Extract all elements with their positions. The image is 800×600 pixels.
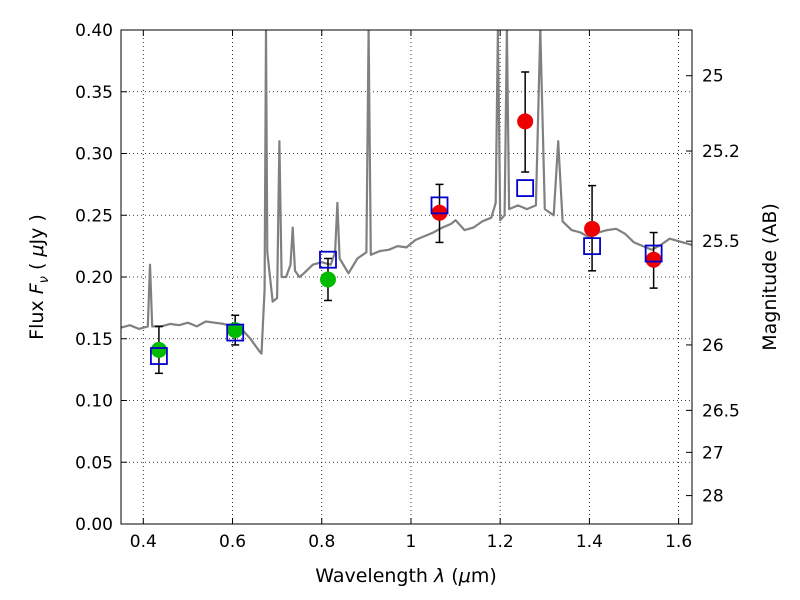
red-data-point [646,252,662,268]
y2-tick-label: 28 [702,487,724,507]
y-tick-label: 0.20 [75,268,113,288]
y2-tick-label: 25.5 [702,232,740,252]
y2-tick-label: 25 [702,67,724,87]
y-tick-label: 0.00 [75,515,113,535]
axis-ticks: 0.4 0.6 0.8 1 1.2 1.4 1.6 0.00 0.05 0.10 0.15 0.20 0… [75,21,740,552]
y-tick-label: 0.05 [75,453,113,473]
x-tick-label: 1.2 [487,532,514,552]
y-tick-label: 0.25 [75,206,113,226]
sed-chart: 0.4 0.6 0.8 1 1.2 1.4 1.6 0.00 0.05 0.10 0.15 0.20 0… [0,0,800,600]
x-tick-label: 0.8 [308,532,335,552]
y-tick-label: 0.15 [75,330,113,350]
x-tick-label: 0.6 [219,532,246,552]
y-tick-label: 0.30 [75,145,113,165]
y-tick-label: 0.40 [75,21,113,41]
y2-tick-label: 26.5 [702,401,740,421]
x-tick-label: 1.4 [576,532,603,552]
plot-area [121,30,692,373]
red-data-point [584,221,600,237]
y2-tick-label: 26 [702,336,724,356]
y-tick-label: 0.35 [75,83,113,103]
grid-lines [121,30,692,524]
x-tick-label: 1.6 [665,532,692,552]
green-data-point [151,342,167,358]
plot-frame [121,30,692,524]
spectrum-layer [121,30,692,354]
x-tick-label: 1 [406,532,417,552]
x-tick-label: 0.4 [130,532,157,552]
green-data-point [320,271,336,287]
spectrum-line [121,30,692,354]
red-data-point [517,113,533,129]
x-axis-label: Wavelength λ (μm) [315,565,496,587]
y-tick-label: 0.10 [75,392,113,412]
y2-tick-label: 25.2 [702,142,740,162]
y2-tick-label: 27 [702,443,724,463]
y2-axis-label: Magnitude (AB) [759,203,781,351]
model-square [517,180,533,196]
y-axis-label: Flux Fν ( μJy ) [26,214,52,340]
square-layer [151,180,662,364]
